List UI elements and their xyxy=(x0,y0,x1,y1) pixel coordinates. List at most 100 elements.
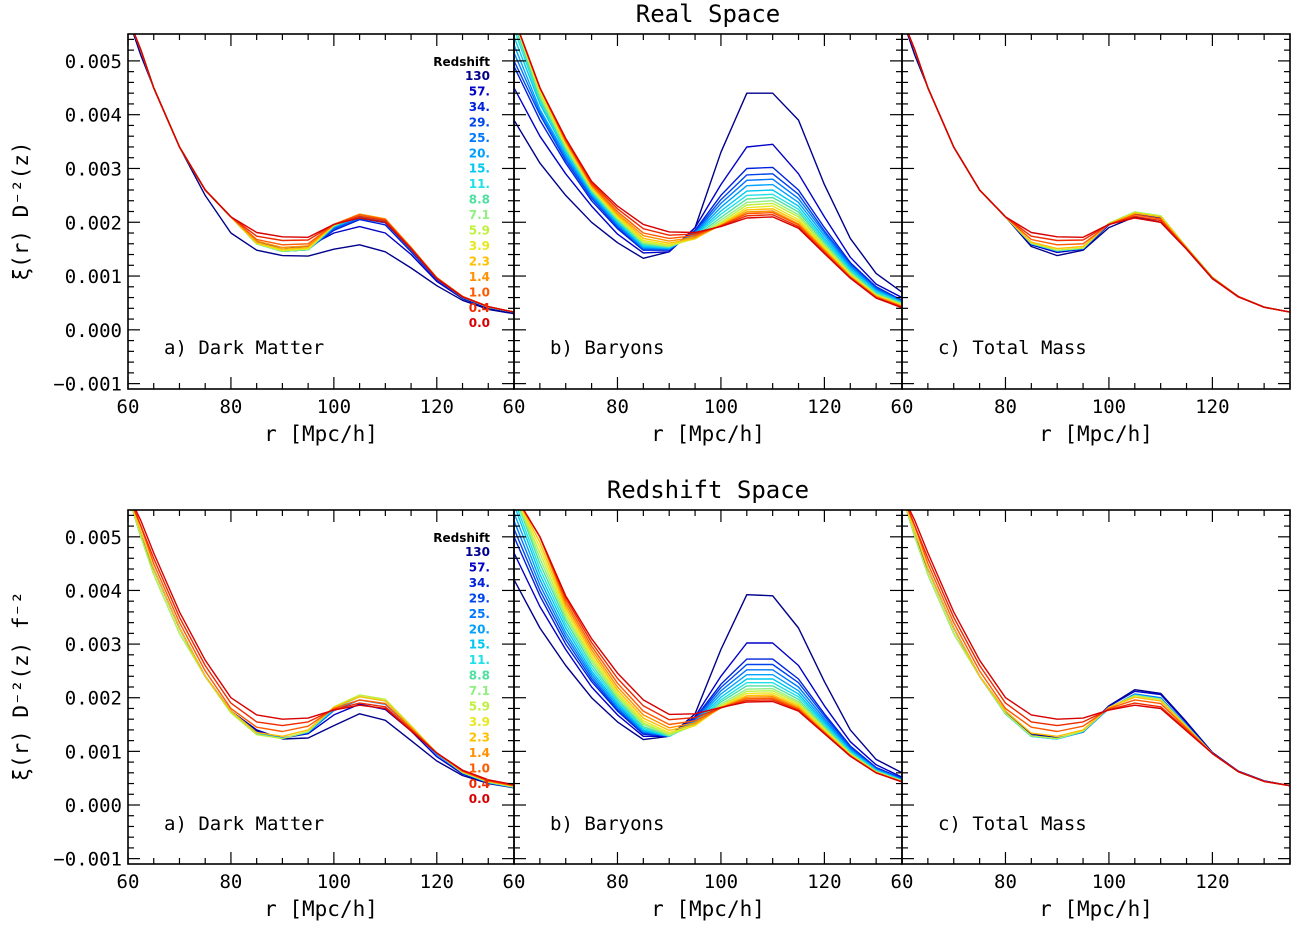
panel-label: b) Baryons xyxy=(550,337,664,359)
series-line-z-25 xyxy=(514,520,902,780)
plot-frame xyxy=(513,33,903,390)
y-tick-label: 0.002 xyxy=(65,688,122,710)
x-tick-label: 60 xyxy=(891,871,914,893)
legend-entry-z: 3.9 xyxy=(469,715,490,729)
legend-entry-z: 2.3 xyxy=(469,730,490,744)
legend-entry-z: 5.9 xyxy=(469,700,490,714)
panel-real-a: 60 80 100 120−0.0010.0000.0010.0020.0030.00… xyxy=(53,33,515,446)
plot-frame xyxy=(127,33,515,390)
legend-entry-z: 7.1 xyxy=(469,684,490,698)
legend-entry-z: 0.0 xyxy=(469,316,490,330)
x-tick-label: 120 xyxy=(807,871,841,893)
x-tick-label: 60 xyxy=(117,396,140,418)
legend-entry-z: 0.4 xyxy=(469,777,490,791)
legend-entry-z: 20. xyxy=(469,622,490,636)
series-line-z-00 xyxy=(522,510,902,783)
panel-redshift-b: 60 80 100 120 r [Mpc/h] b) Baryons xyxy=(503,509,903,921)
legend-entry-z: 8.8 xyxy=(469,193,490,207)
series-line-z-23 xyxy=(906,510,1290,787)
legend-entry-z: 130 xyxy=(465,545,490,559)
x-tick-label: 100 xyxy=(317,871,351,893)
y-tick-label: 0.001 xyxy=(65,266,122,288)
y-tick-label: 0.001 xyxy=(65,741,122,763)
x-tick-label: 120 xyxy=(420,396,454,418)
x-tick-label: 80 xyxy=(606,871,629,893)
panel-real-b: 60 80 100 120 r [Mpc/h] b) Baryons xyxy=(503,33,903,446)
series-line-z-23 xyxy=(907,34,1290,313)
legend-entry-z: 57. xyxy=(469,560,490,574)
y-tick-label: 0.002 xyxy=(65,212,122,234)
series-line-z-57 xyxy=(907,34,1290,313)
x-tick-label: 100 xyxy=(704,396,738,418)
x-tick-label: 80 xyxy=(606,396,629,418)
legend-title: Redshift xyxy=(433,531,490,545)
x-tick-label: 120 xyxy=(420,871,454,893)
x-axis-label: r [Mpc/h] xyxy=(264,897,378,921)
y-tick-label: 0.003 xyxy=(65,158,122,180)
series-line-z-00 xyxy=(134,510,514,786)
legend-entry-z: 8.8 xyxy=(469,669,490,683)
plot-frame xyxy=(513,509,903,865)
legend-entry-z: 25. xyxy=(469,607,490,621)
series-line-z-00 xyxy=(133,34,514,313)
series-line-z-15 xyxy=(515,510,902,781)
series-line-z-130 xyxy=(906,34,1290,313)
series-line-z-11 xyxy=(517,510,902,781)
legend-entry-z: 20. xyxy=(469,146,490,160)
x-tick-label: 100 xyxy=(704,871,738,893)
plot-frame xyxy=(901,509,1291,865)
series-line-z-04 xyxy=(907,34,1290,313)
y-tick-label: 0.000 xyxy=(65,795,122,817)
row-title-real-space: Real Space xyxy=(636,0,781,28)
panel-label: b) Baryons xyxy=(550,813,664,835)
series-line-z-20 xyxy=(514,512,902,781)
panels: 60 80 100 120−0.0010.0000.0010.0020.0030.00… xyxy=(53,33,1291,921)
legend-entry-z: 57. xyxy=(469,84,490,98)
x-axis-label: r [Mpc/h] xyxy=(1039,422,1153,446)
y-tick-label: 0.004 xyxy=(65,580,122,602)
y-tick-label: −0.001 xyxy=(53,849,122,871)
panel-label: a) Dark Matter xyxy=(164,813,324,835)
legend-entry-z: 34. xyxy=(469,576,490,590)
x-tick-label: 120 xyxy=(807,396,841,418)
series-line-z-57 xyxy=(514,552,902,778)
series-line-z-00 xyxy=(907,34,1290,313)
y-axis-label-real: ξ(r) D⁻²(z) xyxy=(9,141,33,280)
panel-label: c) Total Mass xyxy=(938,337,1087,359)
x-tick-label: 120 xyxy=(1195,871,1229,893)
x-axis-label: r [Mpc/h] xyxy=(264,422,378,446)
plot-frame xyxy=(127,509,515,865)
x-tick-label: 60 xyxy=(891,396,914,418)
legend-entry-z: 29. xyxy=(469,115,490,129)
y-tick-label: 0.004 xyxy=(65,105,122,127)
legend-entry-z: 2.3 xyxy=(469,254,490,268)
legend-entry-z: 130 xyxy=(465,69,490,83)
legend-entry-z: 15. xyxy=(469,638,490,652)
legend-title: Redshift xyxy=(433,55,490,69)
series-group-real-c xyxy=(906,34,1290,313)
series-line-z-20 xyxy=(514,44,902,303)
series-line-z-00 xyxy=(908,510,1290,787)
legend-entry-z: 5.9 xyxy=(469,224,490,238)
x-tick-label: 60 xyxy=(117,871,140,893)
series-line-z-88 xyxy=(516,34,902,305)
legend-entry-z: 15. xyxy=(469,162,490,176)
x-tick-label: 60 xyxy=(503,871,526,893)
x-axis-label: r [Mpc/h] xyxy=(651,422,765,446)
series-line-z-29 xyxy=(514,528,902,780)
series-group-real-a xyxy=(132,34,514,315)
y-tick-label: −0.001 xyxy=(53,374,122,396)
legend-entry-z: 11. xyxy=(469,653,490,667)
legend-entry-z: 7.1 xyxy=(469,208,490,222)
legend-entry-z: 1.0 xyxy=(469,761,490,775)
x-tick-label: 80 xyxy=(994,871,1017,893)
series-line-z-130 xyxy=(514,579,902,774)
series-line-z-11 xyxy=(907,34,1290,313)
panel-redshift-c: 60 80 100 120 r [Mpc/h] c) Total Mass xyxy=(891,509,1291,921)
legend-entry-z: 1.4 xyxy=(469,746,490,760)
row-title-redshift-space: Redshift Space xyxy=(607,476,809,504)
series-line-z-29 xyxy=(514,60,902,302)
